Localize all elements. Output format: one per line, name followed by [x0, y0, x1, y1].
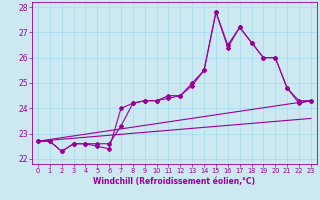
X-axis label: Windchill (Refroidissement éolien,°C): Windchill (Refroidissement éolien,°C) [93, 177, 255, 186]
